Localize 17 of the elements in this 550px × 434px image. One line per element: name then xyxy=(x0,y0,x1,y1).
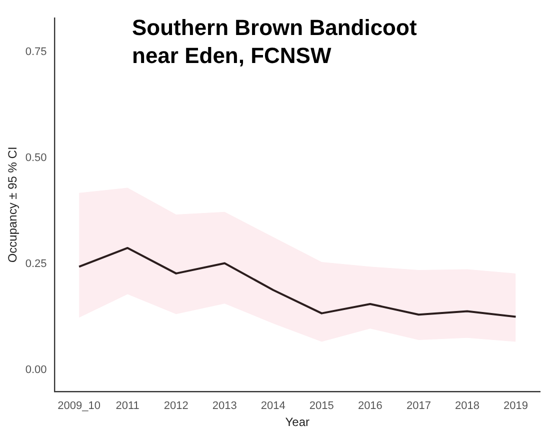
y-tick-label: 0.50 xyxy=(25,152,47,164)
y-tick-label: 0.25 xyxy=(25,258,47,270)
x-tick-label: 2013 xyxy=(212,400,237,412)
x-tick-label: 2019 xyxy=(504,400,528,412)
x-tick-label: 2009_10 xyxy=(58,400,100,412)
x-tick-label: 2018 xyxy=(454,400,480,412)
x-tick-label: 2012 xyxy=(164,400,188,412)
y-tick-label: 0.75 xyxy=(25,46,47,58)
x-tick-label: 2011 xyxy=(116,400,140,412)
y-axis-title: Occupancy ± 95 % CI xyxy=(6,146,20,263)
text: Southern Brown Bandicoot near Eden, FCNSW xyxy=(132,14,417,70)
x-tick-label: 2016 xyxy=(358,400,382,412)
y-tick-label: 0.00 xyxy=(25,364,47,376)
x-tick-label: 2015 xyxy=(309,400,334,412)
x-tick-label: 2014 xyxy=(260,400,286,412)
x-axis-title: Year xyxy=(285,415,310,430)
x-tick-label: 2017 xyxy=(406,400,431,412)
